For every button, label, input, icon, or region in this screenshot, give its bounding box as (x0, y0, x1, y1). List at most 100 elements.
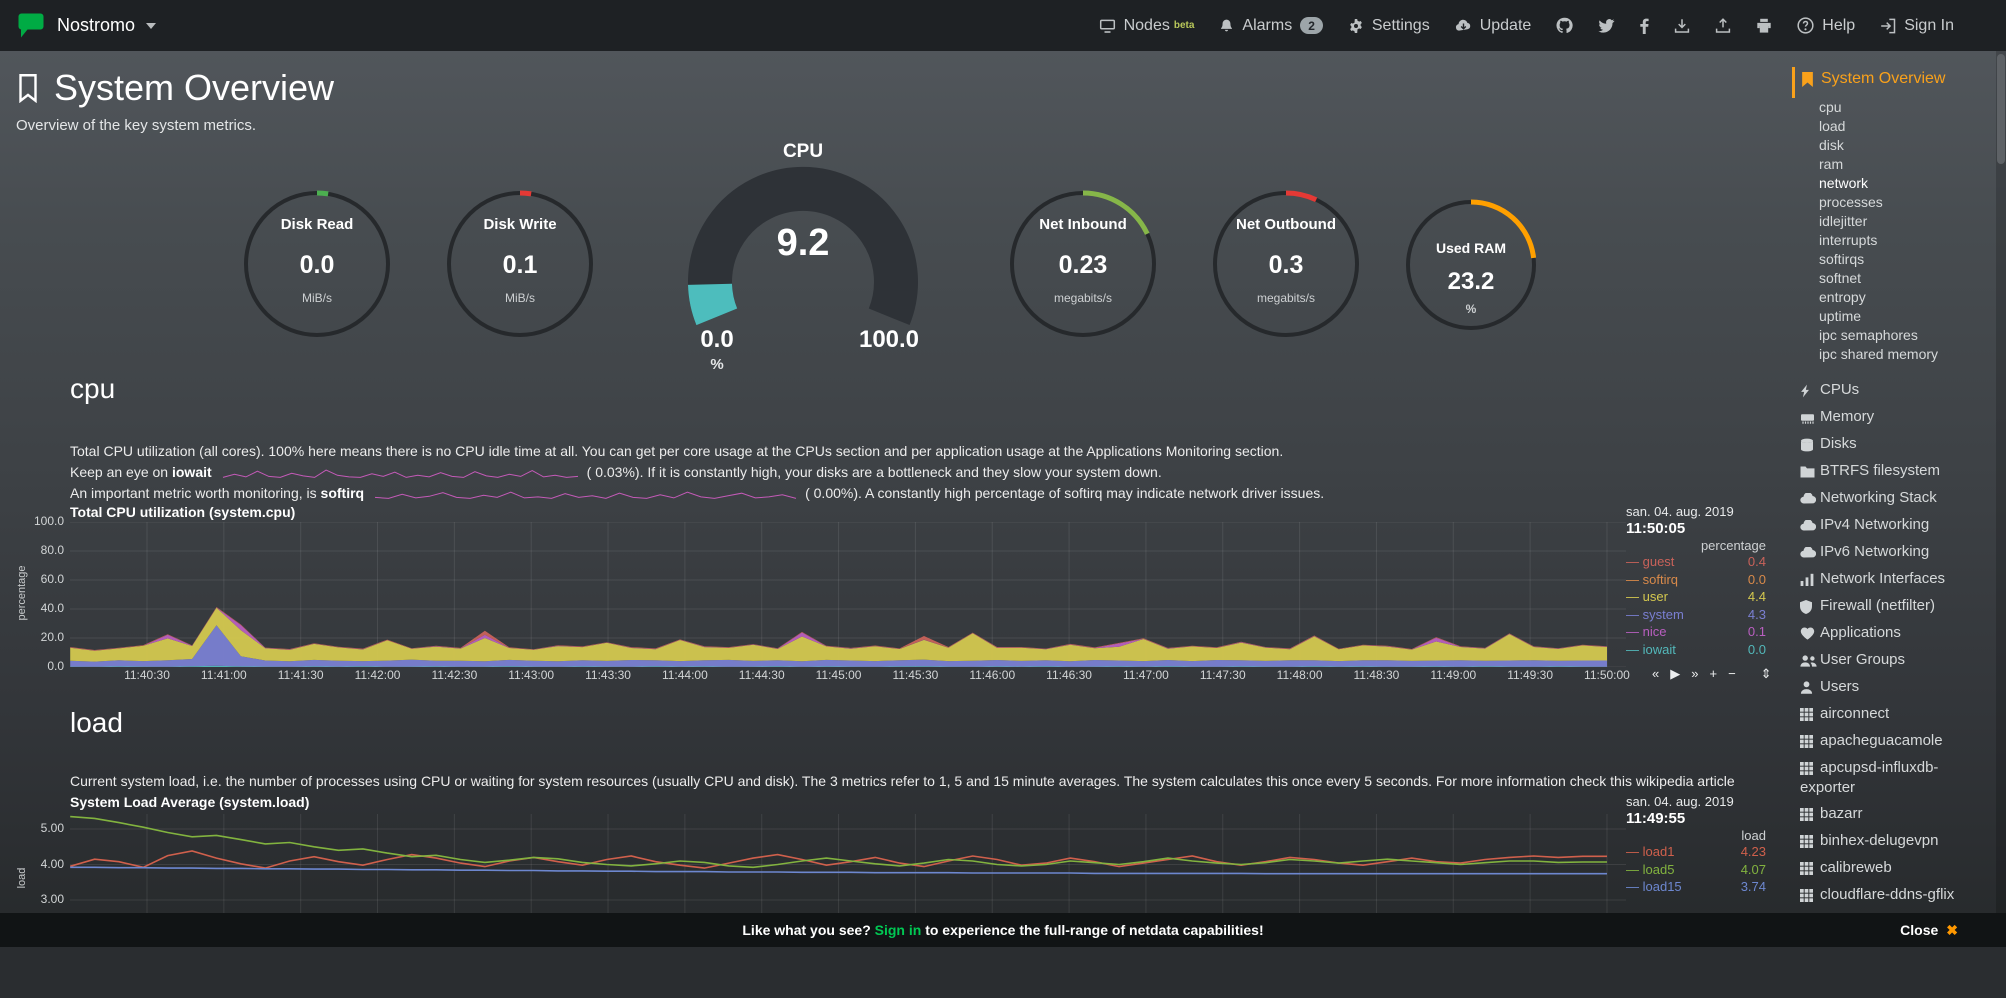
sidebar-item-networking-stack[interactable]: Networking Stack (1792, 484, 1990, 511)
sidebar-item-btrfs-filesystem[interactable]: BTRFS filesystem (1792, 457, 1990, 484)
topbar-item-update[interactable]: Update (1455, 17, 1531, 35)
net-outbound-gauge[interactable]: Net Outbound 0.3 megabits/s (1210, 188, 1362, 340)
sidebar-menu: System Overview cpu load disk ram network proc… (1792, 51, 2006, 947)
cpu-chart-ytick: 80.0 (40, 543, 64, 557)
sidebar-item-network[interactable]: network (1792, 174, 1990, 193)
sidebar-item-binhex-delugevpn[interactable]: binhex-delugevpn (1792, 827, 1990, 854)
cpu-chart-xtick: 11:47:00 (1122, 668, 1169, 682)
sidebar-item-softnet[interactable]: softnet (1792, 269, 1990, 288)
sidebar-item-ipv4-networking[interactable]: IPv4 Networking (1792, 511, 1990, 538)
topbar-item-export[interactable] (1674, 18, 1690, 34)
hostname: Nostromo (57, 15, 136, 35)
topbar-item-twitter[interactable] (1598, 18, 1615, 33)
cpu-chart-xtick: 11:44:00 (661, 668, 708, 682)
topbar-label: Alarms (1242, 16, 1293, 34)
topbar-item-help[interactable]: Help (1797, 17, 1855, 35)
legend-nice[interactable]: — nice 0.1 (1626, 624, 1766, 639)
cpu-chart-canvas[interactable] (70, 522, 1626, 667)
sidebar-item-label: Disks (1820, 434, 1857, 452)
sidebar-item-uptime[interactable]: uptime (1792, 307, 1990, 326)
sidebar-item-apcupsd-influxdb-exporter[interactable]: apcupsd-influxdb-exporter (1792, 754, 1990, 800)
softirq-sparkline-chart[interactable] (374, 487, 797, 501)
sidebar-item-disks[interactable]: Disks (1792, 430, 1990, 457)
chart-pan-forward-button[interactable]: » (1691, 666, 1699, 681)
sidebar-item-processes[interactable]: processes (1792, 193, 1990, 212)
sidebar-item-label: apcupsd-influxdb-exporter (1800, 758, 1939, 796)
sidebar-item-users[interactable]: Users (1792, 673, 1990, 700)
grid-icon (1800, 859, 1820, 878)
legend-iowait[interactable]: — iowait 0.0 (1626, 641, 1766, 657)
sidebar-item-ram[interactable]: ram (1792, 155, 1990, 174)
twitter-icon (1598, 18, 1615, 33)
used-ram-gauge[interactable]: Used RAM 23.2 % (1404, 198, 1538, 332)
sidebar-item-ipc-semaphores[interactable]: ipc semaphores (1792, 326, 1990, 345)
sidebar-item-label: airconnect (1820, 704, 1890, 722)
banner-signin-link[interactable]: Sign in (874, 922, 922, 938)
sidebar-item-softirqs[interactable]: softirqs (1792, 250, 1990, 269)
iowait-sparkline-chart[interactable] (222, 466, 579, 480)
sidebar-item-firewall-netfilter[interactable]: Firewall (netfilter) (1792, 592, 1990, 619)
sidebar-item-idlejitter[interactable]: idlejitter (1792, 212, 1990, 231)
sidebar-item-network-interfaces[interactable]: Network Interfaces (1792, 565, 1990, 592)
banner-close-button[interactable]: Close ✖ (1900, 922, 1958, 939)
sidebar-item-load[interactable]: load (1792, 117, 1990, 136)
sidebar-item-calibreweb[interactable]: calibreweb (1792, 854, 1990, 881)
wikipedia-article-link[interactable]: this wikipedia article (1610, 773, 1735, 789)
legend-load5[interactable]: — load5 4.07 (1626, 861, 1766, 877)
sidebar-item-airconnect[interactable]: airconnect (1792, 700, 1990, 727)
sidebar-item-ipv6-networking[interactable]: IPv6 Networking (1792, 538, 1990, 565)
sidebar-item-system-overview[interactable]: System Overview (1792, 67, 1990, 98)
sidebar-item-label: System Overview (1821, 70, 1946, 87)
cpu-chart-xtick: 11:42:00 (354, 668, 401, 682)
disk-write-gauge[interactable]: Disk Write 0.1 MiB/s (444, 188, 596, 340)
legend-load15[interactable]: — load15 3.74 (1626, 879, 1766, 894)
topbar-item-settings[interactable]: Settings (1348, 17, 1430, 35)
topbar-item-print[interactable] (1756, 18, 1772, 33)
load-chart-ytick: 4.00 (40, 856, 64, 871)
topbar-item-nodes[interactable]: Nodes beta (1099, 16, 1194, 35)
sidebar-item-user-groups[interactable]: User Groups (1792, 646, 1990, 673)
disk-read-gauge[interactable]: Disk Read 0.0 MiB/s (241, 188, 393, 340)
chart-zoom-out-button[interactable]: − (1728, 666, 1736, 681)
chart-play-button[interactable]: ▶ (1670, 666, 1681, 681)
sidebar-item-memory[interactable]: Memory (1792, 403, 1990, 430)
grid-icon (1800, 832, 1820, 851)
softirq-text-before: An important metric worth monitoring, is (70, 485, 321, 501)
cpu-gauge[interactable]: CPU 9.2 0.0 100.0 % (663, 140, 943, 386)
chart-zoom-in-button[interactable]: + (1709, 666, 1718, 681)
legend-guest[interactable]: — guest 0.4 (1626, 554, 1766, 569)
topbar-item-alarms[interactable]: Alarms 2 (1219, 16, 1323, 35)
gauge-title: Disk Read (280, 216, 354, 233)
sidebar-item-cpus[interactable]: CPUs (1792, 376, 1990, 403)
topbar-item-signin[interactable]: Sign In (1880, 17, 1954, 35)
sidebar-item-bazarr[interactable]: bazarr (1792, 800, 1990, 827)
legend-user[interactable]: — user 4.4 (1626, 589, 1766, 604)
topbar-item-facebook[interactable] (1640, 18, 1649, 34)
sidebar-item-interrupts[interactable]: interrupts (1792, 231, 1990, 250)
sidebar-item-entropy[interactable]: entropy (1792, 288, 1990, 307)
main-page: System Overview Overview of the key syst… (0, 51, 2006, 947)
topbar-item-import[interactable] (1715, 17, 1731, 34)
hostname-selector[interactable]: Nostromo (0, 12, 157, 39)
alarms-badge: 2 (1300, 17, 1323, 34)
topbar-label: Nodes (1123, 16, 1170, 34)
topbar-item-github[interactable] (1556, 17, 1573, 34)
sidebar-item-applications[interactable]: Applications (1792, 619, 1990, 646)
sidebar-item-label: Firewall (netfilter) (1820, 596, 1936, 614)
chart-resize-button[interactable]: ⇕ (1760, 666, 1772, 681)
page-scrollbar[interactable] (1996, 51, 2006, 947)
gauge-value: 0.3 (1268, 251, 1304, 279)
chart-pan-backward-button[interactable]: « (1652, 666, 1660, 681)
scrollbar-thumb[interactable] (1997, 54, 2005, 164)
sidebar-item-ipc-shared-memory[interactable]: ipc shared memory (1792, 345, 1990, 364)
sidebar-item-disk[interactable]: disk (1792, 136, 1990, 155)
sidebar-item-cpu[interactable]: cpu (1792, 98, 1990, 117)
legend-system[interactable]: — system 4.3 (1626, 606, 1766, 622)
sidebar-item-apacheguacamole[interactable]: apacheguacamole (1792, 727, 1990, 754)
help-icon (1797, 17, 1814, 34)
legend-load1[interactable]: — load1 4.23 (1626, 844, 1766, 859)
sidebar-item-cloudflare-ddns-gflix[interactable]: cloudflare-ddns-gflix (1792, 881, 1990, 908)
legend-softirq[interactable]: — softirq 0.0 (1626, 571, 1766, 587)
net-inbound-gauge[interactable]: Net Inbound 0.23 megabits/s (1007, 188, 1159, 340)
cpu-chart-xtick: 11:46:00 (969, 668, 1016, 682)
